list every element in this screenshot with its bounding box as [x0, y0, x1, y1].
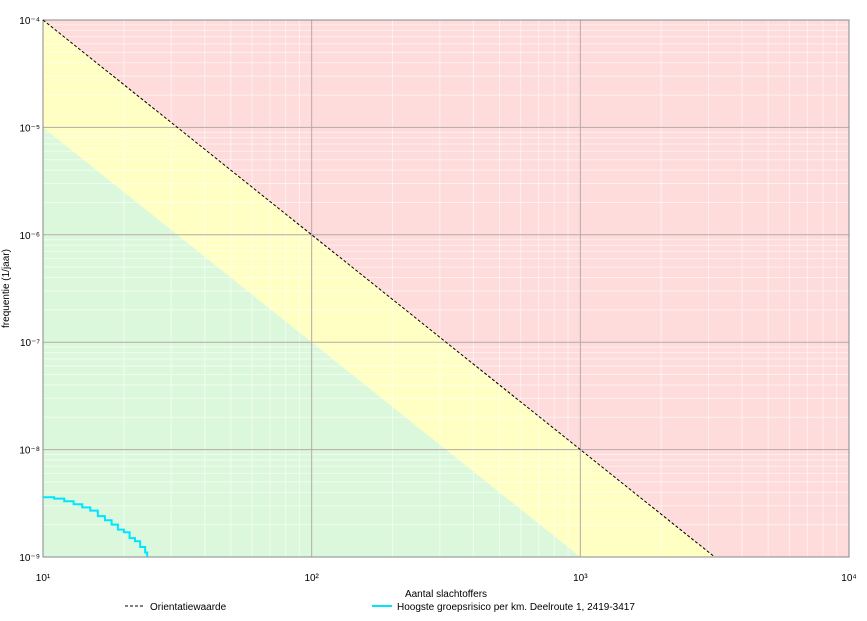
y-axis-label: frequentie (1/jaar) [1, 249, 12, 328]
y-tick-label: 10⁻⁶ [19, 231, 40, 242]
y-tick-label: 10⁻⁵ [19, 123, 40, 134]
legend-label: Orientatiewaarde [150, 602, 227, 613]
legend-label: Hoogste groepsrisico per km. Deelroute 1… [397, 602, 635, 613]
x-tick-label: 10³ [573, 573, 588, 584]
series-line [42, 19, 715, 558]
y-tick-label: 10⁻⁴ [19, 16, 40, 27]
y-tick-label: 10⁻⁸ [19, 446, 40, 457]
x-tick-label: 10¹ [36, 573, 51, 584]
series-line [43, 496, 149, 557]
x-axis-label: Aantal slachtoffers [405, 589, 487, 600]
x-tick-label: 10⁴ [841, 573, 856, 584]
x-tick-label: 10² [304, 573, 319, 584]
y-tick-label: 10⁻⁷ [20, 338, 40, 349]
y-tick-label: 10⁻⁹ [19, 553, 40, 564]
plot-frame [42, 19, 850, 558]
